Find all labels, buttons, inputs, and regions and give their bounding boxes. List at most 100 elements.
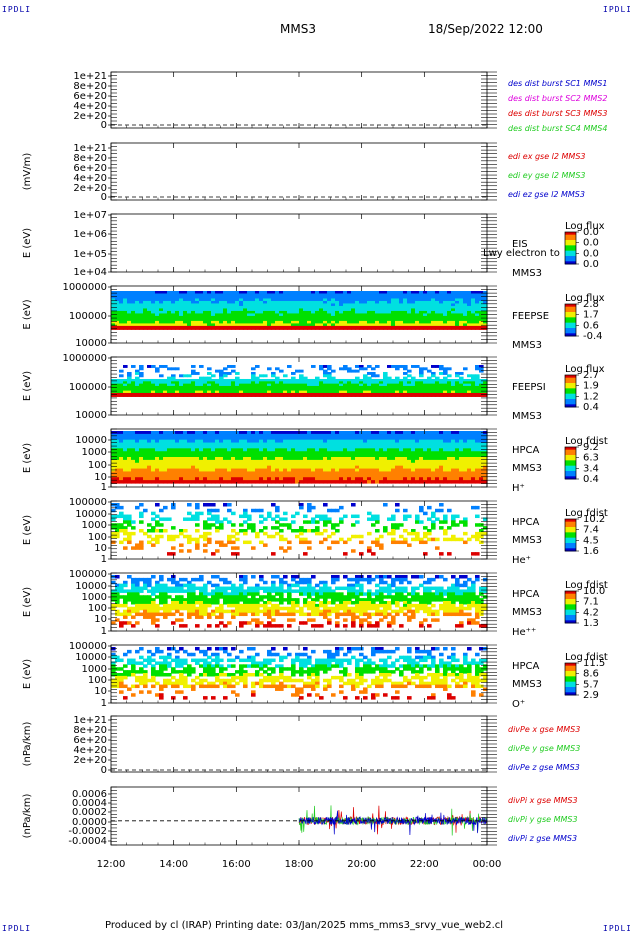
heatmap-cell — [155, 442, 160, 447]
heatmap-cell — [251, 468, 256, 473]
heatmap-cell — [215, 465, 220, 470]
heatmap-cell — [467, 305, 472, 310]
heatmap-cell — [463, 383, 468, 387]
heatmap-cell — [167, 291, 172, 295]
heatmap-cell — [191, 385, 196, 389]
heatmap-cell — [179, 325, 184, 330]
heatmap-cell — [371, 433, 376, 438]
heatmap-cell — [251, 529, 256, 533]
heatmap-cell — [463, 459, 468, 464]
heatmap-cell — [223, 439, 228, 444]
heatmap-cell — [247, 318, 252, 322]
heatmap-cell — [403, 300, 408, 305]
heatmap-cell — [127, 534, 132, 539]
heatmap-cell — [463, 442, 468, 447]
heatmap-cell — [451, 454, 456, 458]
heatmap-cell — [455, 442, 460, 447]
heatmap-cell — [183, 388, 188, 392]
heatmap-cell — [359, 442, 364, 447]
heatmap-cell — [231, 378, 236, 382]
heatmap-cell — [439, 445, 444, 449]
heatmap-cell — [283, 293, 288, 297]
heatmap-cell — [323, 378, 328, 382]
heatmap-cell — [459, 303, 464, 307]
heatmap-cell — [159, 534, 164, 539]
heatmap-cell — [403, 381, 408, 385]
heatmap-cell — [479, 295, 484, 300]
heatmap-cell — [323, 477, 328, 481]
heatmap-cell — [191, 293, 196, 297]
heatmap-cell — [371, 392, 376, 397]
heatmap-cell — [323, 517, 328, 521]
heatmap-cell — [127, 468, 132, 473]
heatmap-cell — [343, 445, 348, 449]
heatmap-cell — [335, 308, 340, 312]
heatmap-cell — [419, 305, 424, 310]
cbar-cell — [565, 395, 576, 397]
heatmap-cell — [335, 480, 340, 484]
heatmap-cell — [479, 378, 484, 382]
heatmap-cell — [111, 436, 116, 441]
heatmap-cell — [307, 293, 312, 297]
heatmap-cell — [235, 431, 240, 435]
heatmap-cell — [247, 471, 252, 475]
heatmap-cell — [111, 313, 116, 317]
heatmap-cell — [227, 462, 232, 467]
heatmap-cell — [255, 454, 260, 458]
heatmap-cell — [207, 367, 212, 371]
heatmap-cell — [207, 392, 212, 397]
heatmap-cell — [279, 325, 284, 330]
heatmap-cell — [259, 442, 264, 447]
heatmap-cell — [447, 385, 452, 389]
heatmap-cell — [403, 305, 408, 310]
heatmap-cell — [119, 390, 124, 394]
heatmap-cell — [315, 315, 320, 320]
heatmap-cell — [427, 295, 432, 300]
heatmap-cell — [455, 310, 460, 315]
heatmap-cell — [395, 433, 400, 438]
heatmap-cell — [267, 308, 272, 312]
heatmap-cell — [163, 385, 168, 389]
heatmap-cell — [167, 300, 172, 305]
heatmap-cell — [403, 451, 408, 455]
heatmap-cell — [347, 385, 352, 389]
heatmap-cell — [119, 529, 124, 533]
heatmap-cell — [371, 471, 376, 475]
heatmap-cell — [187, 451, 192, 455]
heatmap-cell — [167, 305, 172, 310]
heatmap-cell — [351, 320, 356, 325]
heatmap-cell — [171, 388, 176, 392]
heatmap-cell — [339, 308, 344, 312]
heatmap-cell — [307, 378, 312, 382]
heatmap-cell — [455, 392, 460, 397]
cbar-cell — [565, 317, 576, 320]
heatmap-cell — [251, 436, 256, 441]
heatmap-cell — [187, 298, 192, 302]
heatmap-cell — [371, 295, 376, 300]
heatmap-cell — [271, 381, 276, 385]
heatmap-cell — [247, 388, 252, 392]
heatmap-cell — [139, 378, 144, 382]
heatmap-cell — [303, 462, 308, 467]
heatmap-cell — [231, 468, 236, 473]
heatmap-cell — [151, 474, 156, 478]
heatmap-cell — [427, 320, 432, 325]
heatmap-cell — [315, 531, 320, 536]
heatmap-cell — [343, 381, 348, 385]
legend-entry: des dist burst SC1 MMS1 — [508, 79, 607, 88]
heatmap-cell — [399, 392, 404, 397]
heatmap-cell — [123, 298, 128, 302]
heatmap-cell — [455, 293, 460, 297]
heatmap-cell — [123, 433, 128, 438]
heatmap-cell — [135, 323, 140, 327]
heatmap-cell — [471, 374, 476, 378]
heatmap-cell — [335, 303, 340, 307]
heatmap-cell — [243, 468, 248, 473]
heatmap-cell — [163, 388, 168, 392]
heatmap-cell — [475, 454, 480, 458]
heatmap-cell — [123, 303, 128, 307]
heatmap-cell — [219, 459, 224, 464]
heatmap-cell — [207, 439, 212, 444]
heatmap-cell — [235, 462, 240, 467]
heatmap-cell — [155, 385, 160, 389]
